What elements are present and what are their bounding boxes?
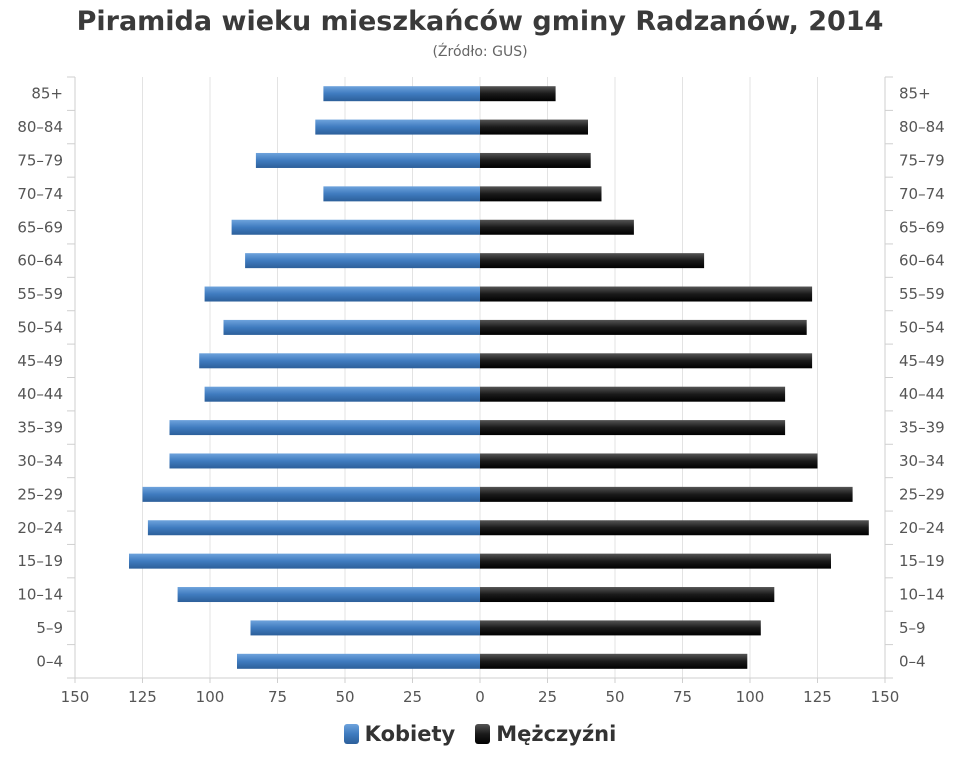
bars bbox=[129, 86, 869, 669]
y-label-left: 10–14 bbox=[17, 586, 63, 604]
grid-lines bbox=[142, 77, 818, 678]
x-tick-label: 50 bbox=[335, 688, 354, 706]
legend-item-kobiety[interactable]: Kobiety bbox=[343, 722, 456, 746]
legend-swatch-kobiety bbox=[343, 724, 359, 744]
y-label-left: 5–9 bbox=[36, 619, 63, 637]
x-tick-label: 150 bbox=[871, 688, 900, 706]
y-label-left: 15–19 bbox=[17, 552, 63, 570]
x-tick-label: 75 bbox=[268, 688, 287, 706]
y-label-right: 55–59 bbox=[899, 285, 945, 303]
bar-kobiety bbox=[237, 653, 480, 669]
y-label-left: 55–59 bbox=[17, 285, 63, 303]
y-label-right: 35–39 bbox=[899, 419, 945, 437]
bar-mezczyzni bbox=[480, 386, 786, 402]
y-label-left: 40–44 bbox=[17, 385, 63, 403]
x-tick-label: 100 bbox=[736, 688, 765, 706]
y-label-left: 25–29 bbox=[17, 485, 63, 503]
legend-item-mezczyzni[interactable]: Mężczyźni bbox=[475, 722, 616, 746]
bar-kobiety bbox=[255, 152, 480, 168]
legend-label-kobiety: Kobiety bbox=[364, 722, 456, 746]
y-label-right: 80–84 bbox=[899, 118, 945, 136]
bar-kobiety bbox=[250, 620, 480, 636]
y-label-right: 70–74 bbox=[899, 185, 945, 203]
bar-mezczyzni bbox=[480, 353, 813, 369]
y-label-left: 75–79 bbox=[17, 151, 63, 169]
bar-kobiety bbox=[223, 319, 480, 335]
legend: Kobiety Mężczyźni bbox=[0, 722, 960, 746]
bar-mezczyzni bbox=[480, 186, 602, 202]
axes: 150 125 100 75 50 25 0 25 50 75 100 125 150 85+ 85+ 80–… bbox=[17, 76, 945, 706]
bar-kobiety bbox=[204, 386, 480, 402]
x-tick-label: 150 bbox=[61, 688, 90, 706]
bar-kobiety bbox=[129, 553, 480, 569]
legend-label-mezczyzni: Mężczyźni bbox=[496, 722, 617, 746]
y-label-right: 0–4 bbox=[899, 652, 926, 670]
bar-kobiety bbox=[177, 587, 480, 603]
bar-mezczyzni bbox=[480, 620, 761, 636]
x-tick-label: 125 bbox=[128, 688, 157, 706]
bar-mezczyzni bbox=[480, 587, 775, 603]
bar-mezczyzni bbox=[480, 219, 634, 235]
bar-kobiety bbox=[323, 186, 480, 202]
y-label-right: 5–9 bbox=[899, 619, 926, 637]
y-label-right: 75–79 bbox=[899, 151, 945, 169]
bar-kobiety bbox=[323, 86, 480, 102]
y-label-left: 85+ bbox=[31, 85, 63, 103]
y-label-right: 45–49 bbox=[899, 352, 945, 370]
bar-mezczyzni bbox=[480, 520, 869, 536]
y-label-right: 10–14 bbox=[899, 586, 945, 604]
y-label-right: 30–34 bbox=[899, 452, 945, 470]
y-label-right: 50–54 bbox=[899, 318, 945, 336]
y-label-left: 45–49 bbox=[17, 352, 63, 370]
y-label-left: 80–84 bbox=[17, 118, 63, 136]
y-label-right: 65–69 bbox=[899, 218, 945, 236]
bar-mezczyzni bbox=[480, 319, 807, 335]
y-label-right: 40–44 bbox=[899, 385, 945, 403]
y-label-right: 85+ bbox=[899, 85, 931, 103]
y-label-left: 60–64 bbox=[17, 252, 63, 270]
y-label-left: 20–24 bbox=[17, 519, 63, 537]
bar-kobiety bbox=[147, 520, 480, 536]
bar-mezczyzni bbox=[480, 286, 813, 302]
chart-title: Piramida wieku mieszkańców gminy Radzanó… bbox=[76, 6, 884, 37]
bar-kobiety bbox=[245, 253, 480, 269]
bar-kobiety bbox=[204, 286, 480, 302]
bar-mezczyzni bbox=[480, 152, 591, 168]
bar-mezczyzni bbox=[480, 420, 786, 436]
chart-subtitle: (Źródło: GUS) bbox=[432, 44, 528, 60]
legend-swatch-mezczyzni bbox=[475, 724, 491, 744]
y-label-left: 50–54 bbox=[17, 318, 63, 336]
y-label-right: 60–64 bbox=[899, 252, 945, 270]
y-label-right: 25–29 bbox=[899, 485, 945, 503]
bar-mezczyzni bbox=[480, 653, 748, 669]
bar-mezczyzni bbox=[480, 119, 588, 135]
y-label-right: 15–19 bbox=[899, 552, 945, 570]
x-tick-label: 75 bbox=[673, 688, 692, 706]
x-tick-label: 50 bbox=[605, 688, 624, 706]
bar-mezczyzni bbox=[480, 253, 705, 269]
bar-kobiety bbox=[231, 219, 480, 235]
x-tick-label: 0 bbox=[475, 688, 485, 706]
x-tick-label: 125 bbox=[803, 688, 832, 706]
x-tick-label: 25 bbox=[538, 688, 557, 706]
bar-kobiety bbox=[169, 453, 480, 469]
y-label-left: 35–39 bbox=[17, 419, 63, 437]
x-tick-label: 25 bbox=[403, 688, 422, 706]
bar-mezczyzni bbox=[480, 553, 831, 569]
bar-kobiety bbox=[199, 353, 480, 369]
y-label-left: 30–34 bbox=[17, 452, 63, 470]
y-label-left: 0–4 bbox=[36, 652, 63, 670]
y-label-left: 65–69 bbox=[17, 218, 63, 236]
bar-kobiety bbox=[315, 119, 480, 135]
bar-mezczyzni bbox=[480, 453, 818, 469]
bar-mezczyzni bbox=[480, 86, 556, 102]
y-label-right: 20–24 bbox=[899, 519, 945, 537]
x-tick-label: 100 bbox=[196, 688, 225, 706]
bar-mezczyzni bbox=[480, 486, 853, 502]
y-label-left: 70–74 bbox=[17, 185, 63, 203]
bar-kobiety bbox=[169, 420, 480, 436]
bar-kobiety bbox=[142, 486, 480, 502]
